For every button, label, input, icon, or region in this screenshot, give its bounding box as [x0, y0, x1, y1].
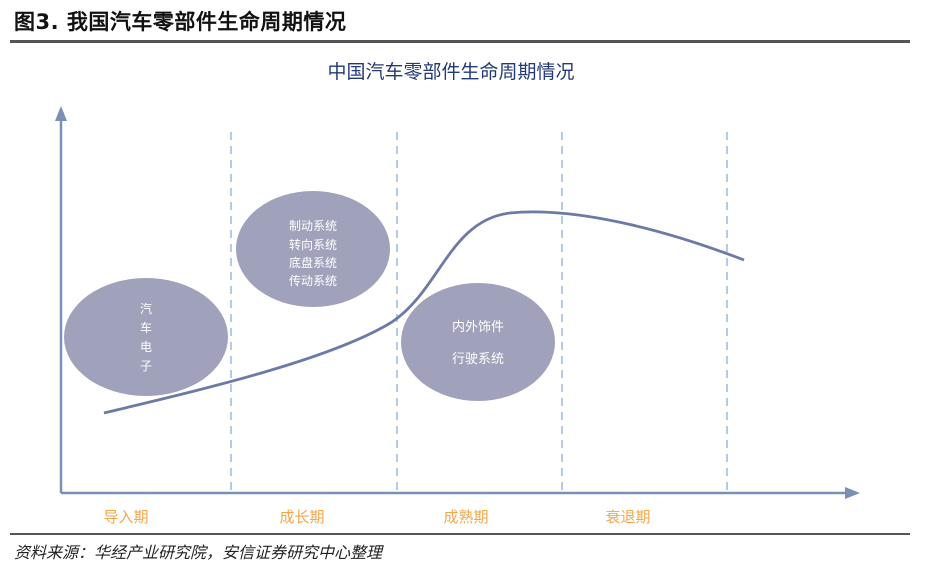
stage-label-decline: 衰退期	[605, 508, 650, 526]
ellipse-2-line-4: 传动系统	[289, 273, 337, 288]
ellipse-chassis-systems	[236, 191, 390, 307]
ellipse-1-line-3: 电	[140, 340, 152, 354]
stage-label-growth: 成长期	[279, 508, 324, 526]
ellipse-interior-running-systems	[401, 283, 555, 401]
ellipse-1-line-2: 车	[140, 320, 152, 335]
ellipse-2-line-2: 转向系统	[289, 237, 337, 252]
y-axis-arrow	[55, 106, 67, 121]
ellipse-3-line-1: 内外饰件	[452, 319, 504, 335]
top-divider	[10, 40, 910, 43]
stage-label-introduction: 导入期	[103, 508, 148, 526]
ellipse-2-line-3: 底盘系统	[289, 255, 337, 270]
lifecycle-curve	[103, 210, 745, 415]
ellipse-automotive-electronics	[64, 278, 228, 396]
ellipse-2-line-1: 制动系统	[289, 219, 337, 233]
ellipse-1-line-4: 子	[140, 359, 152, 373]
diagram-title: 中国汽车零部件生命周期情况	[327, 61, 574, 83]
source-note: 资料来源：华经产业研究院，安信证券研究中心整理	[14, 543, 383, 562]
x-axis-arrow	[845, 487, 860, 499]
figure-caption: 图3. 我国汽车零部件生命周期情况	[14, 10, 347, 34]
bottom-divider	[10, 533, 910, 535]
stage-label-maturity: 成熟期	[443, 508, 488, 526]
ellipse-1-line-1: 汽	[140, 301, 152, 316]
ellipse-3-line-2: 行驶系统	[452, 352, 504, 367]
